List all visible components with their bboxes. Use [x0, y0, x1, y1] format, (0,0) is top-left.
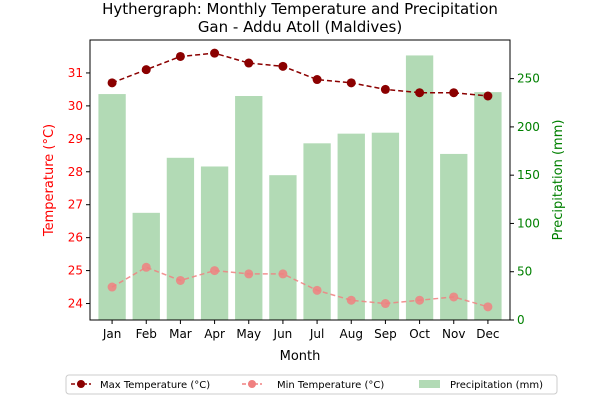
y-right-tick-label: 200: [517, 120, 540, 134]
precipitation-bar: [371, 132, 400, 320]
x-tick-label: Jul: [309, 327, 324, 341]
precipitation-bar: [405, 55, 434, 321]
y-left-tick-label: 27: [68, 198, 83, 212]
temperature-lines: [107, 48, 493, 312]
max-temperature-point: [141, 65, 151, 75]
precipitation-bar: [166, 157, 195, 320]
max-temperature-point: [380, 84, 390, 94]
max-temperature-point: [107, 78, 117, 88]
precipitation-bars: [98, 55, 502, 321]
y-axis-label-left: Temperature (°C): [42, 124, 57, 237]
min-temperature-point: [483, 302, 493, 312]
legend-precip-swatch: [419, 380, 440, 388]
y-right-tick-label: 250: [517, 72, 540, 86]
max-temperature-point: [449, 88, 459, 98]
max-temperature-point: [346, 78, 356, 88]
min-temperature-point: [415, 295, 425, 305]
y-left-tick-label: 25: [68, 264, 83, 278]
y-left-tick-label: 26: [68, 231, 83, 245]
x-tick-label: Sep: [374, 327, 397, 341]
max-temperature-point: [244, 58, 254, 68]
x-tick-label: Aug: [340, 327, 363, 341]
min-temperature-point: [346, 295, 356, 305]
min-temperature-point: [141, 262, 151, 272]
max-temperature-point: [483, 91, 493, 101]
y-left-tick-label: 31: [68, 66, 83, 80]
x-tick-label: Jun: [273, 327, 293, 341]
min-temperature-point: [175, 275, 185, 285]
x-axis-label: Month: [280, 349, 321, 364]
axes: Jan Feb Mar Apr May Jun Jul Aug Sep Oct Nov Dec 24 25…: [68, 66, 540, 341]
min-temperature-line: [111, 266, 489, 308]
x-tick-label: Feb: [136, 327, 157, 341]
min-temperature-point: [210, 266, 220, 276]
legend-precip-label: Precipitation (mm): [450, 380, 543, 391]
y-right-tick-label: 0: [517, 313, 525, 327]
min-temperature-point: [449, 292, 459, 302]
max-temperature-point: [175, 51, 185, 61]
min-temperature-point: [107, 282, 117, 292]
precipitation-bar: [200, 166, 229, 320]
max-temperature-point: [210, 48, 220, 58]
chart-title-line1: Hythergraph: Monthly Temperature and Pre…: [102, 0, 498, 18]
y-right-tick-label: 100: [517, 216, 540, 230]
y-left-tick-label: 28: [68, 165, 83, 179]
y-left-tick-label: 29: [68, 132, 83, 146]
chart-title-line2: Gan - Addu Atoll (Maldives): [198, 18, 402, 36]
max-temperature-point: [415, 88, 425, 98]
min-temperature-point: [278, 269, 288, 279]
precipitation-bar: [337, 133, 365, 320]
x-tick-label: Mar: [169, 327, 192, 341]
legend-max-marker: [77, 380, 85, 388]
y-right-tick-label: 50: [517, 265, 532, 279]
max-temperature-line: [111, 52, 488, 97]
x-tick-label: Jan: [102, 327, 122, 341]
plot-frame: [89, 39, 511, 321]
y-axis-label-right: Precipitation (mm): [551, 120, 566, 241]
y-left-tick-label: 30: [68, 99, 83, 113]
legend: Max Temperature (°C) Min Temperature (°C…: [65, 374, 558, 395]
y-left-tick-label: 24: [68, 297, 83, 311]
min-temperature-point: [244, 269, 254, 279]
precipitation-bar: [235, 96, 263, 320]
legend-frame: [65, 374, 558, 395]
y-right-tick-label: 150: [517, 168, 540, 182]
x-tick-label: May: [236, 327, 261, 341]
x-tick-label: Nov: [442, 327, 465, 341]
precipitation-bar: [269, 175, 297, 320]
max-temperature-point: [278, 61, 288, 71]
legend-min-label: Min Temperature (°C): [277, 380, 384, 391]
precipitation-bar: [474, 92, 502, 320]
precipitation-bar: [440, 153, 468, 320]
legend-max-label: Max Temperature (°C): [100, 380, 210, 391]
max-temperature-point: [312, 75, 322, 85]
min-temperature-point: [380, 299, 390, 309]
legend-min-marker: [248, 380, 256, 388]
x-tick-label: Apr: [204, 327, 225, 341]
x-tick-label: Dec: [476, 327, 499, 341]
x-tick-label: Oct: [409, 327, 430, 341]
min-temperature-point: [312, 285, 322, 295]
